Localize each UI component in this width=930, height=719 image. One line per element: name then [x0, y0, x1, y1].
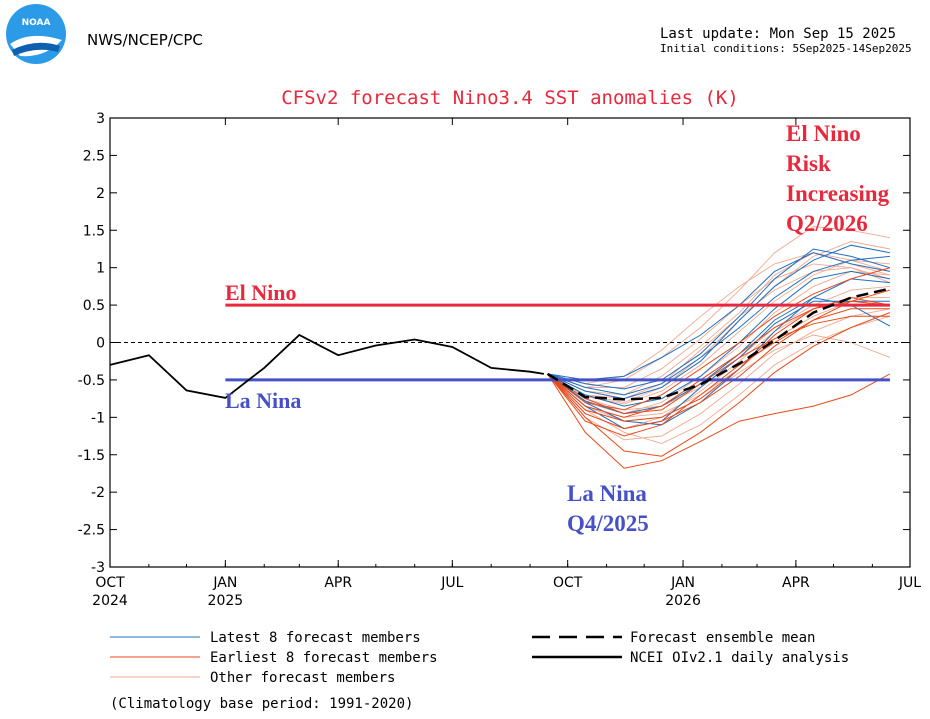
noaa-logo: NOAA — [6, 4, 66, 64]
other-member-line-5 — [547, 252, 891, 396]
annotation-text: Risk — [786, 151, 831, 176]
latest-member-line-7 — [547, 300, 890, 430]
y-tick-label: -1.5 — [78, 448, 105, 464]
y-tick-label: -0.5 — [78, 373, 105, 389]
latest-member-line-5 — [547, 252, 890, 381]
other-member-line-8 — [547, 270, 890, 415]
latest-member-line-3 — [547, 244, 890, 400]
legend-label: Earliest 8 forecast members — [210, 650, 438, 666]
earliest-member-line-1 — [547, 373, 891, 469]
x-tick-year-label: 2026 — [665, 593, 701, 609]
x-tick-year-label: 2024 — [92, 593, 128, 609]
y-tick-label: -2.5 — [78, 523, 105, 539]
noaa-logo-wave-icon — [12, 42, 60, 56]
earliest-member-line-2 — [547, 312, 891, 457]
annotation-text: Increasing — [786, 181, 890, 206]
climatology-note: (Climatology base period: 1991-2020) — [110, 696, 413, 712]
earliest-member-line-3 — [547, 297, 890, 422]
annotation-text: La Nina — [225, 388, 301, 413]
y-tick-label: -2 — [91, 485, 105, 501]
legend: Latest 8 forecast members Forecast ensemb… — [110, 630, 849, 712]
legend-label: Latest 8 forecast members — [210, 630, 421, 646]
earliest-member-line-5 — [547, 289, 891, 430]
observed-series — [109, 287, 891, 401]
y-tick-label: 0 — [96, 336, 105, 352]
y-tick-label: 2 — [96, 186, 105, 202]
y-tick-label: 1.5 — [83, 223, 105, 239]
x-tick-label: APR — [324, 575, 352, 591]
y-tick-label: 1 — [96, 261, 105, 277]
x-tick-label: OCT — [95, 575, 125, 591]
other-member-line-1 — [547, 226, 890, 388]
annotation-text: Q4/2025 — [567, 511, 649, 536]
annotation-text: Q2/2026 — [786, 211, 868, 236]
x-tick-label: APR — [782, 575, 810, 591]
latest-member-line-6 — [547, 270, 890, 407]
ensemble-mean-line — [546, 287, 891, 401]
annotations: El Nino La Nina El Nino Risk Increasing Q2/20… — [225, 121, 890, 536]
y-tick-label: -1 — [91, 410, 105, 426]
earliest-member-line-7 — [547, 315, 890, 415]
chart-title: CFSv2 forecast Nino3.4 SST anomalies (K) — [281, 87, 739, 109]
other-member-line-10 — [547, 267, 891, 400]
x-tick-label: JUL — [898, 575, 921, 591]
agency-label: NWS/NCEP/CPC — [87, 31, 203, 49]
axes: -3 -2.5 -2 -1.5 -1 -0.5 0 0.5 1 1.5 2 2.5 3 OCT 2024 JA… — [78, 111, 922, 609]
x-tick-label: JAN — [670, 575, 695, 591]
observed-line — [109, 333, 545, 399]
x-tick-year-label: 2025 — [208, 593, 244, 609]
x-tick-label: JAN — [212, 575, 237, 591]
legend-label: Forecast ensemble mean — [630, 630, 815, 646]
x-tick-label: JUL — [440, 575, 463, 591]
legend-label: Other forecast members — [210, 670, 395, 686]
x-tick-label: OCT — [553, 575, 583, 591]
noaa-logo-text: NOAA — [22, 18, 51, 28]
legend-label: NCEI OIv2.1 daily analysis — [630, 650, 849, 666]
last-update-label: Last update: Mon Sep 15 2025 — [660, 26, 896, 42]
y-tick-label: -3 — [91, 560, 105, 576]
y-tick-label: 0.5 — [83, 298, 105, 314]
initial-conditions-label: Initial conditions: 5Sep2025-14Sep2025 — [660, 42, 912, 55]
annotation-text: El Nino — [786, 121, 861, 146]
annotation-text: El Nino — [225, 280, 297, 305]
forecast-members — [547, 226, 891, 469]
y-tick-label: 3 — [96, 111, 105, 127]
y-tick-label: 2.5 — [83, 148, 105, 164]
annotation-text: La Nina — [567, 481, 647, 506]
